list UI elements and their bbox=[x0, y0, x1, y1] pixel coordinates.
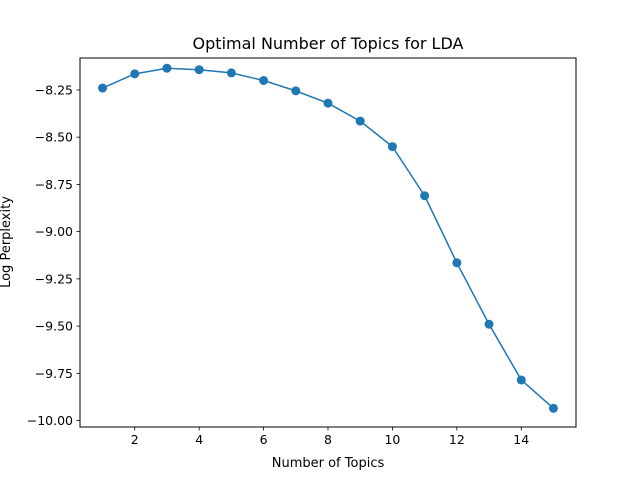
x-tick-label: 8 bbox=[324, 432, 332, 447]
x-tick-label: 10 bbox=[384, 432, 400, 447]
data-point bbox=[548, 403, 558, 413]
y-tick-label: −9.25 bbox=[35, 271, 73, 286]
y-tick-label: −9.50 bbox=[35, 319, 73, 334]
x-tick-label: 12 bbox=[449, 432, 465, 447]
x-axis-ticks: 2 4 6 8 10 12 14 bbox=[131, 427, 529, 447]
y-tick-label: −8.25 bbox=[35, 82, 73, 97]
x-tick-label: 2 bbox=[131, 432, 139, 447]
y-tick-label: −8.50 bbox=[35, 130, 73, 145]
data-point bbox=[194, 65, 204, 75]
data-point bbox=[98, 83, 108, 93]
y-tick-label: −10.00 bbox=[27, 413, 73, 428]
plot-area bbox=[98, 63, 558, 413]
data-point bbox=[387, 142, 397, 152]
chart-title: Optimal Number of Topics for LDA bbox=[193, 34, 464, 53]
x-tick-label: 4 bbox=[195, 432, 203, 447]
x-axis-label: Number of Topics bbox=[272, 456, 385, 471]
data-point bbox=[420, 191, 430, 201]
data-point bbox=[452, 258, 462, 268]
data-point bbox=[162, 63, 172, 73]
y-tick-label: −9.00 bbox=[35, 224, 73, 239]
data-point bbox=[323, 98, 333, 108]
y-axis-ticks: −8.25 −8.50 −8.75 −9.00 −9.25 −9.50 −9.75 −10.0… bbox=[27, 82, 80, 428]
data-point bbox=[484, 319, 494, 329]
data-point bbox=[355, 116, 365, 126]
x-tick-label: 6 bbox=[260, 432, 268, 447]
data-point bbox=[259, 75, 269, 85]
y-tick-label: −8.75 bbox=[35, 177, 73, 192]
data-point bbox=[516, 375, 526, 385]
x-tick-label: 14 bbox=[513, 432, 529, 447]
y-axis-label: Log Perplexity bbox=[0, 196, 14, 288]
y-tick-label: −9.75 bbox=[35, 366, 73, 381]
data-point bbox=[291, 86, 301, 96]
data-point bbox=[130, 69, 140, 79]
data-point bbox=[226, 68, 236, 78]
